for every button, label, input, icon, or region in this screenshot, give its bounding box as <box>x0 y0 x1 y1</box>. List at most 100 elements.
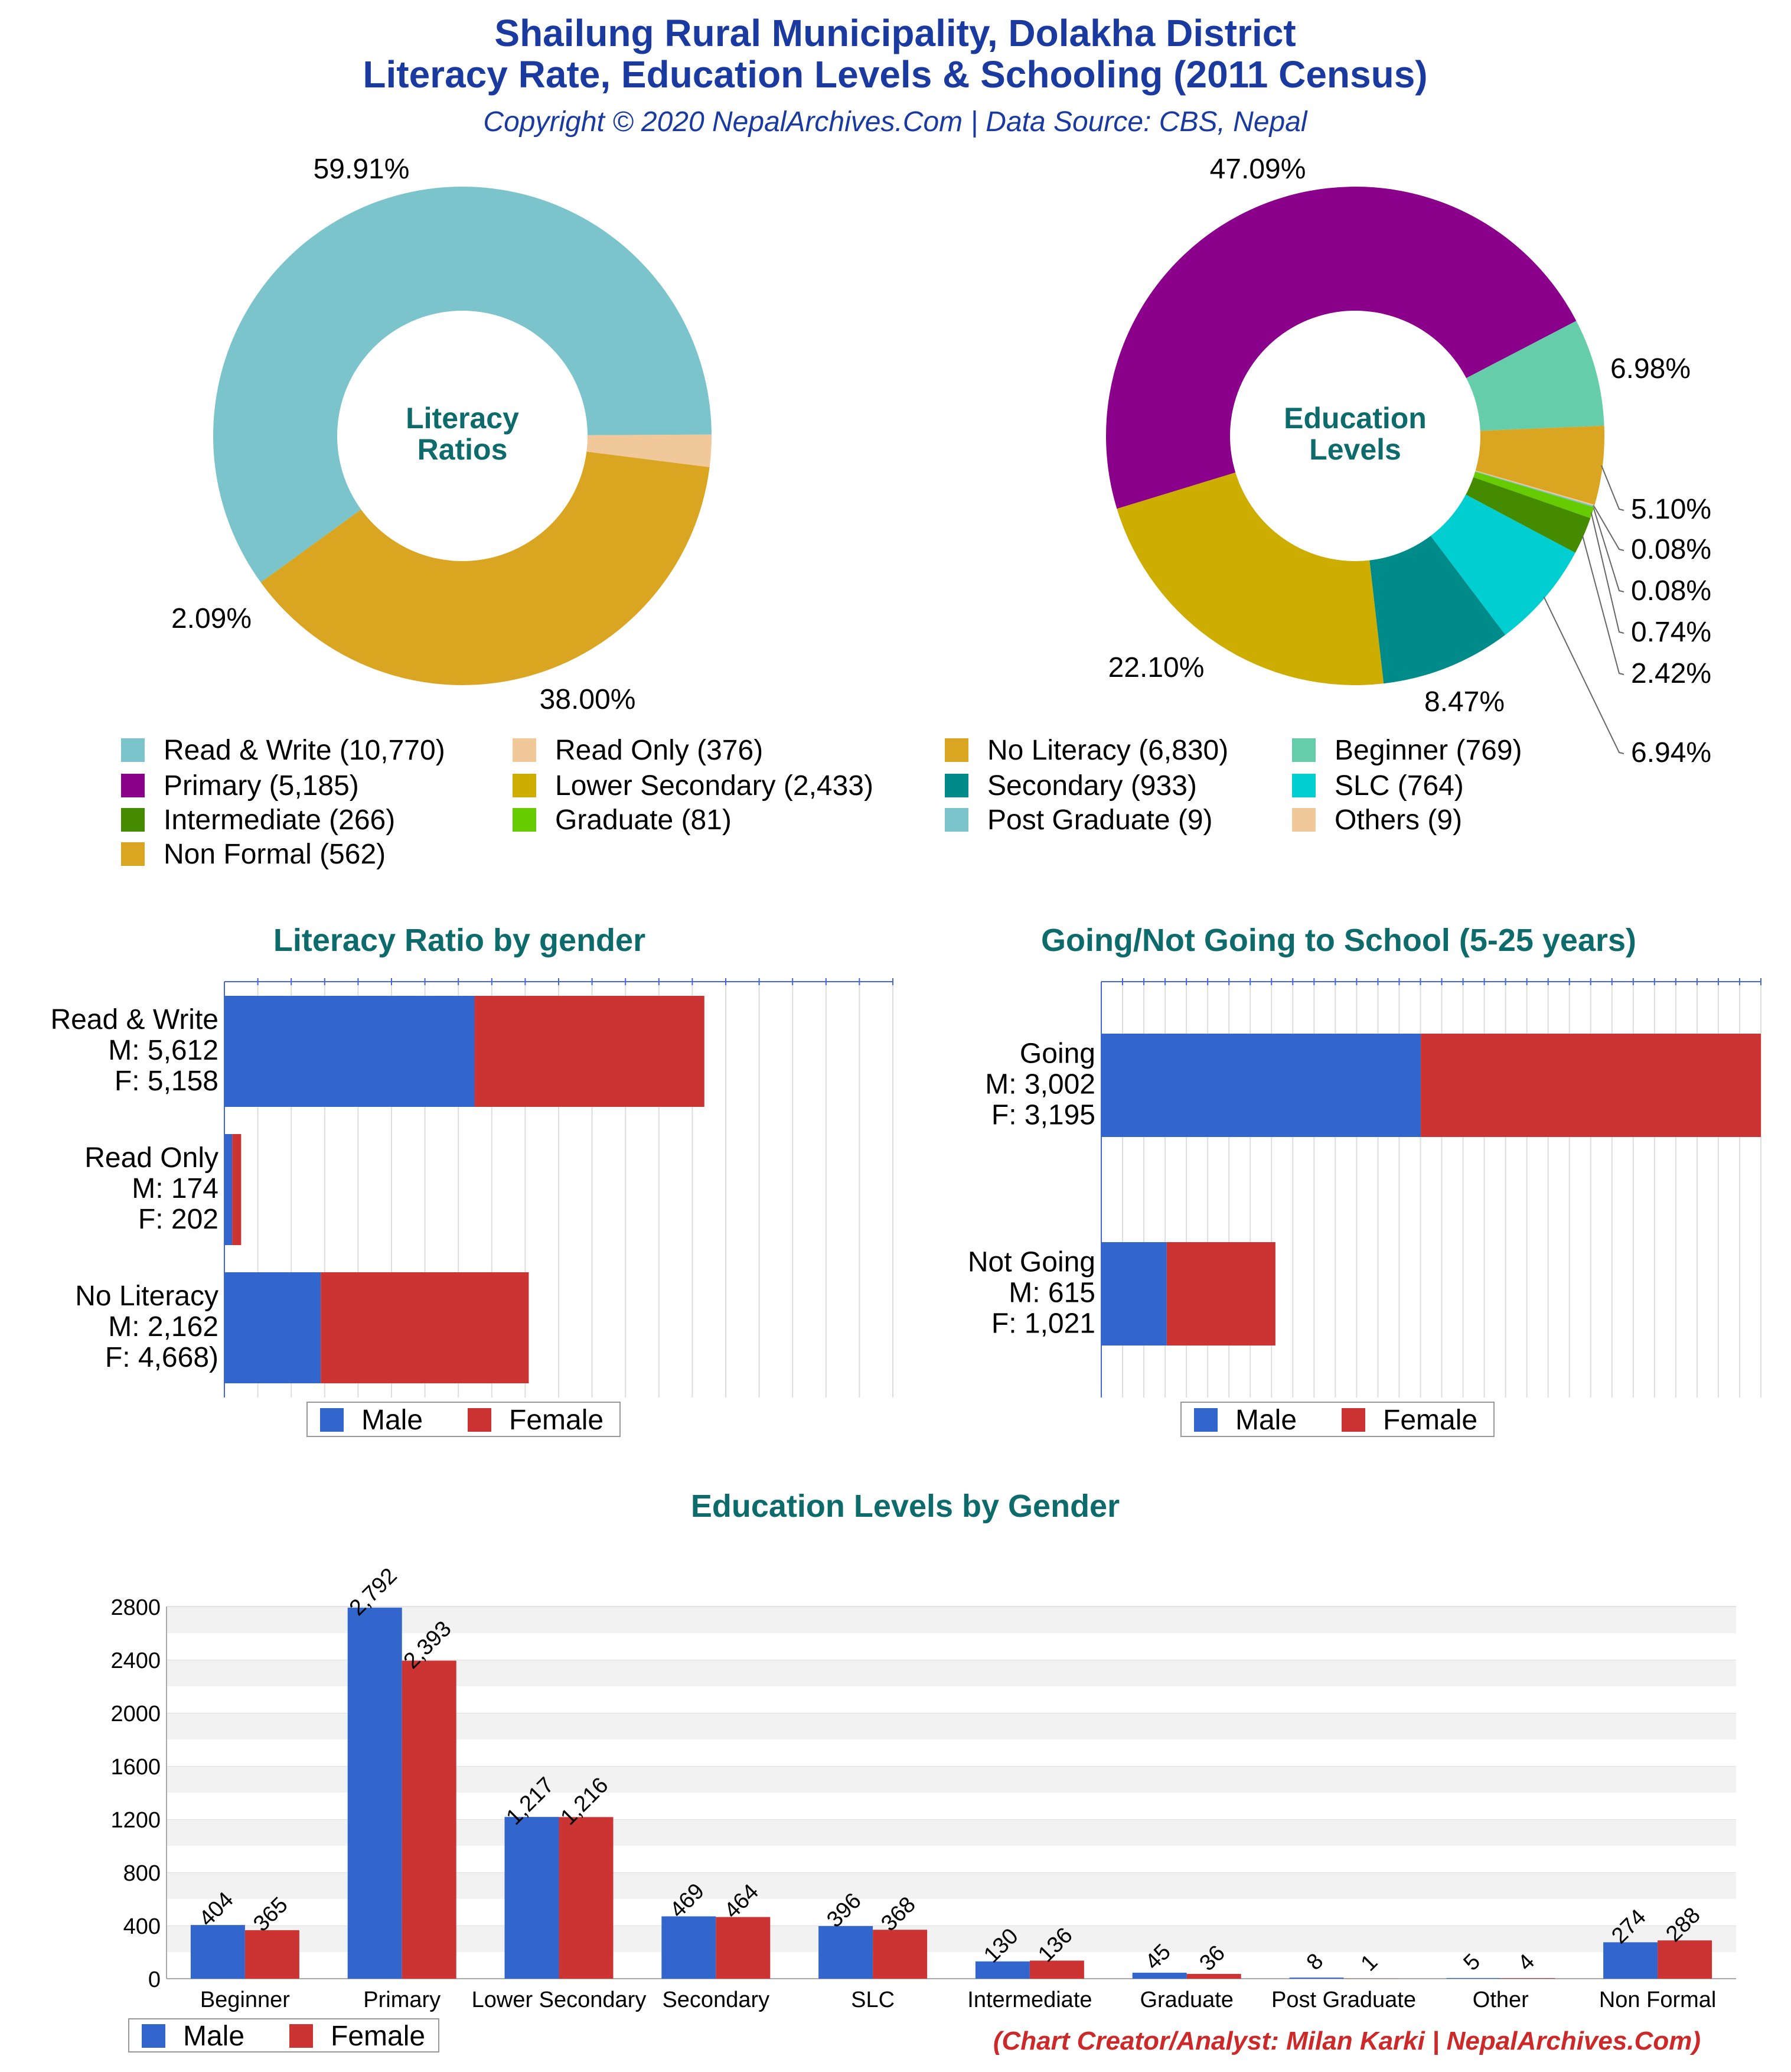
edu-grid-band <box>167 1607 1736 1633</box>
school-going-bar-male-going <box>1101 1034 1421 1137</box>
literacy-gender-cat-label-read-only-2: F: 202 <box>138 1204 218 1235</box>
legend-label-read-write-10-770: Read & Write (10,770) <box>164 735 445 766</box>
literacy-gender-legend-label-male: Male <box>361 1405 423 1436</box>
literacy-gender-title: Literacy Ratio by gender <box>273 923 645 958</box>
education-pct-label-intermediate: 2.42% <box>1631 658 1711 689</box>
legend-label-read-only-376: Read Only (376) <box>555 735 763 766</box>
literacy-gender-legend-label-female: Female <box>509 1405 603 1436</box>
edu-bar-male-other <box>1446 1977 1501 1979</box>
education-pct-label-beginner: 6.98% <box>1610 353 1691 385</box>
legend-swatch-read-only-376 <box>513 738 536 762</box>
literacy-pct-label-no-literacy: 38.00% <box>540 684 636 715</box>
literacy-gender-bar-male-no-literacy <box>224 1272 321 1383</box>
edu-bar-female-other <box>1500 1978 1555 1979</box>
subtitle: Copyright © 2020 NepalArchives.Com | Dat… <box>483 106 1307 138</box>
school-going-legend-box <box>1180 1402 1495 1437</box>
education-gender-title: Education Levels by Gender <box>691 1488 1120 1524</box>
literacy-gender-cat-label-read-write-2: F: 5,158 <box>115 1066 218 1097</box>
legend-swatch-non-formal-562 <box>121 842 145 866</box>
edu-y-tick-1200: 1200 <box>110 1808 161 1833</box>
edu-x-tick-intermediate: Intermediate <box>967 1988 1092 2012</box>
education-levels-donut: 47.09% 6.98% 5.10% 0.08% 0.08% 0.74% 2.42% 6.94… <box>1106 154 1711 768</box>
edu-x-tick-primary: Primary <box>363 1988 441 2012</box>
legend-swatch-slc-764 <box>1292 774 1316 797</box>
education-slice-primary <box>1106 187 1577 509</box>
edu-x-tick-slc: SLC <box>851 1988 895 2012</box>
legend-swatch-read-write-10-770 <box>121 738 145 762</box>
legend-label-slc-764: SLC (764) <box>1335 770 1464 802</box>
literacy-gender-bar-male-read-only <box>224 1134 233 1245</box>
edu-y-tick-400: 400 <box>123 1914 161 1939</box>
edu-bar-female-slc <box>873 1930 928 1979</box>
edu-y-tick-0: 0 <box>148 1967 161 1992</box>
edu-bar-female-graduate <box>1186 1973 1241 1979</box>
edu-legend-swatch-female <box>289 2024 313 2048</box>
education-pct-label-primary: 47.09% <box>1210 154 1306 185</box>
edu-y-tick-2400: 2400 <box>110 1649 161 1673</box>
legend-swatch-primary-5-185 <box>121 774 145 797</box>
literacy-gender-legend-swatch-female <box>468 1408 491 1432</box>
literacy-gender-bar-female-read-only <box>232 1134 242 1245</box>
edu-x-tick-non-formal: Non Formal <box>1599 1988 1717 2012</box>
school-going-title: Going/Not Going to School (5-25 years) <box>1041 923 1636 958</box>
edu-grid-band <box>167 1633 1736 1660</box>
education-pct-label-graduate: 0.74% <box>1631 617 1711 648</box>
edu-legend-label-female: Female <box>331 2021 425 2052</box>
education-slice-post-graduate <box>1475 471 1594 507</box>
edu-x-tick-secondary: Secondary <box>662 1988 769 2012</box>
edu-bar-male-graduate <box>1132 1972 1187 1979</box>
school-going-cat-label-not-going-1: M: 615 <box>1009 1278 1095 1309</box>
donut-legend: Read & Write (10,770) Read Only (376) No L… <box>121 735 1522 870</box>
literacy-slice-no-literacy <box>260 451 710 686</box>
legend-label-post-graduate-9: Post Graduate (9) <box>987 804 1213 836</box>
literacy-gender-cat-label-read-write-0: Read & Write <box>50 1004 218 1035</box>
legend-label-graduate-81: Graduate (81) <box>555 804 732 836</box>
literacy-gender-cat-label-read-write-1: M: 5,612 <box>108 1035 218 1066</box>
legend-swatch-others-9 <box>1292 808 1316 832</box>
literacy-gender-bar-male-read-write <box>224 996 475 1107</box>
edu-bar-female-non-formal <box>1658 1940 1712 1979</box>
education-leader-graduate <box>1590 512 1624 634</box>
school-going-bar-female-going <box>1421 1034 1761 1137</box>
edu-bar-female-intermediate <box>1029 1960 1084 1979</box>
edu-y-tick-2800: 2800 <box>110 1595 161 1620</box>
edu-legend-label-male: Male <box>183 2021 244 2052</box>
legend-swatch-no-literacy-6-830 <box>945 738 968 762</box>
education-donut-center-line-2: Levels <box>1309 433 1401 466</box>
edu-x-tick-post-graduate: Post Graduate <box>1271 1988 1416 2012</box>
literacy-gender-bar-female-read-write <box>474 996 704 1107</box>
legend-label-lower-secondary-2-433: Lower Secondary (2,433) <box>555 770 873 802</box>
education-slice-intermediate <box>1466 477 1591 553</box>
school-going-cat-label-going-2: F: 3,195 <box>991 1100 1095 1131</box>
legend-swatch-intermediate-266 <box>121 808 145 832</box>
education-slice-lower-secondary <box>1117 472 1384 685</box>
literacy-gender-cat-label-read-only-1: M: 174 <box>132 1173 218 1204</box>
literacy-pct-label-read-write: 59.91% <box>314 154 410 185</box>
edu-bar-male-post-graduate <box>1289 1977 1344 1979</box>
footer-credit: (Chart Creator/Analyst: Milan Karki | Ne… <box>993 2027 1701 2055</box>
literacy-gender-cat-label-no-literacy-2: F: 4,668) <box>105 1342 218 1373</box>
education-slice-non-formal <box>1475 425 1605 505</box>
education-pct-label-slc: 6.94% <box>1631 737 1711 768</box>
education-leader-intermediate <box>1581 535 1624 675</box>
edu-bar-female-primary <box>402 1660 456 1979</box>
education-leader-others <box>1593 504 1624 551</box>
edu-x-tick-lower-secondary: Lower Secondary <box>472 1988 647 2012</box>
school-going-legend-swatch-female <box>1342 1408 1365 1432</box>
edu-bar-female-beginner <box>244 1930 299 1979</box>
education-pct-label-secondary: 8.47% <box>1424 686 1505 718</box>
education-pct-label-non-formal: 5.10% <box>1631 494 1711 525</box>
school-going-legend-label-female: Female <box>1383 1405 1477 1436</box>
school-going-cat-label-not-going-2: F: 1,021 <box>991 1308 1095 1340</box>
edu-x-tick-beginner: Beginner <box>200 1988 290 2012</box>
edu-bar-male-primary <box>347 1607 402 1979</box>
legend-swatch-secondary-933 <box>945 774 968 797</box>
legend-label-no-literacy-6-830: No Literacy (6,830) <box>987 735 1228 766</box>
legend-swatch-graduate-81 <box>513 808 536 832</box>
literacy-slice-read-only <box>586 434 712 468</box>
legend-label-beginner-769: Beginner (769) <box>1335 735 1522 766</box>
legend-swatch-lower-secondary-2-433 <box>513 774 536 797</box>
title-line-1: Shailung Rural Municipality, Dolakha Dis… <box>494 12 1296 54</box>
